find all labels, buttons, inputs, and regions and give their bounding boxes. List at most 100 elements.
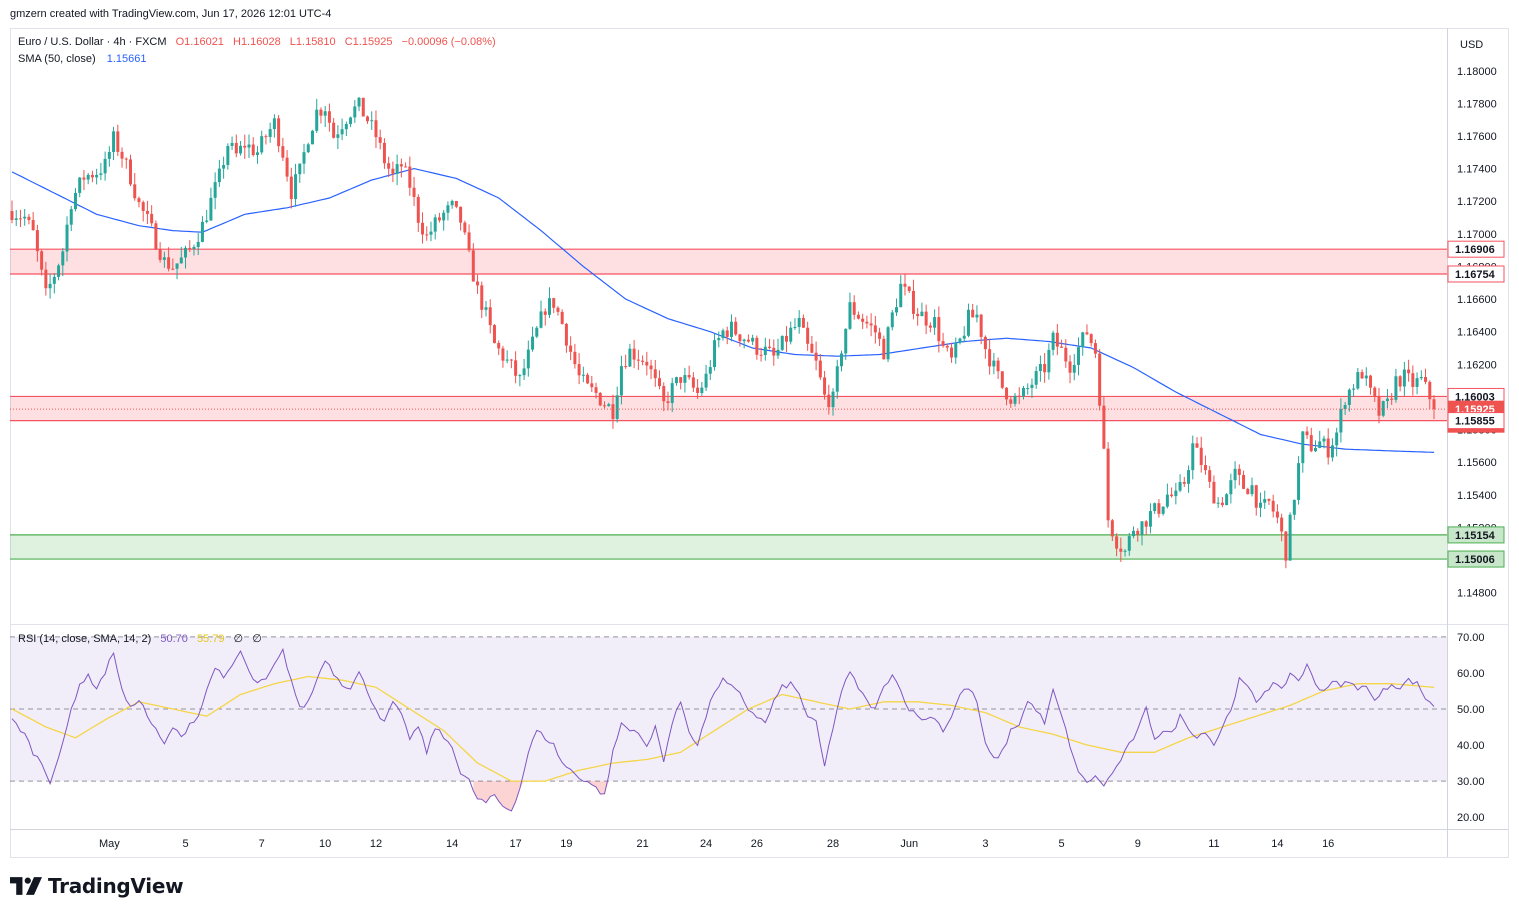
candle [497,340,501,356]
candle-body [1428,381,1432,400]
candle-body [873,325,877,333]
candle [323,106,327,128]
time-tick-label: 24 [700,838,712,850]
candle-body [154,223,158,250]
currency-label[interactable]: USD [1460,39,1483,51]
candle-body [1157,503,1161,514]
price-tick-label: 1.17000 [1457,229,1497,241]
time-axis[interactable]: May 5 7 10 12 14 17 19 21 24 26 28 Jun 3 5 9 11 14 16 [99,838,1334,850]
legend-close: C1.15925 [345,36,393,48]
candle-body [1301,431,1305,464]
candle-body [217,168,221,183]
candle-body [509,359,513,361]
candle [560,309,564,325]
candle-body [1161,506,1165,514]
candle [1030,378,1034,398]
candle-body [996,360,1000,372]
candle [666,391,670,411]
price-label-green: 1.15154 [1447,526,1505,544]
price-label-box [1447,412,1505,430]
candle-body [1424,376,1428,382]
candle-body [442,212,446,221]
candle [1364,367,1368,386]
candle [1428,380,1432,409]
candle [569,336,573,361]
candle-body [920,311,924,317]
price-label-box [1447,526,1505,544]
candle-body [577,364,581,376]
candle [82,170,86,191]
candle-body [869,323,873,326]
candle-body [1402,369,1406,387]
candle [603,401,606,409]
candle-body [1178,482,1182,491]
candle [704,364,708,392]
candle [450,199,454,209]
candle-body [856,314,860,319]
candle [780,335,784,352]
candle [192,244,196,256]
candle-body [962,335,966,339]
candle [928,322,932,333]
candle [1347,388,1351,412]
zone-pivot [10,396,1447,421]
candle-body [780,335,784,350]
candle [1013,393,1017,407]
candle [1060,339,1064,348]
candle-body [129,159,132,185]
candle [653,360,657,387]
candle-body [615,395,619,419]
candle [1267,498,1271,505]
candle-body [14,218,18,220]
candle-body [911,290,915,314]
candle [1203,455,1207,475]
candle-body [844,328,848,354]
candle-body [895,307,899,313]
candle-body [78,177,82,193]
candle [873,315,877,344]
candle [1377,387,1381,424]
candle [645,351,649,376]
candle-body [1220,502,1224,506]
candle [103,151,107,181]
candle [1373,386,1377,402]
price-tick-label: 1.17600 [1457,131,1497,143]
candle [188,240,192,253]
candle [421,212,425,244]
candle [789,321,793,345]
candle-body [1170,494,1174,497]
candle [255,145,259,164]
candle-body [658,378,662,387]
candle-body [65,224,69,252]
candle-body [268,129,272,137]
candle-body [1343,404,1347,410]
candle-body [251,144,255,155]
candle [941,332,945,348]
candle-body [1195,443,1199,448]
candle-body [1089,334,1093,344]
candle-body [501,348,505,361]
candle-body [137,198,141,203]
candle [1318,430,1322,449]
candle-body [751,337,755,342]
candle-body [1364,375,1368,379]
candle-body [903,283,907,287]
candle-body [1123,550,1127,552]
candle [230,136,234,150]
price-label-text: 1.15855 [1455,416,1495,428]
price-axis[interactable]: 1.18000 1.17800 1.17600 1.17400 1.17200 1.170… [1457,66,1497,600]
candle-body [133,184,137,199]
candle [251,137,255,157]
candle [975,305,979,323]
candle [1381,400,1385,418]
candle-body [1360,372,1364,379]
candle-body [361,97,365,117]
candle-body [454,200,458,207]
candle [247,134,251,159]
candle-body [446,205,450,213]
candle-body [90,174,94,178]
rsi-axis[interactable]: 70.00 60.00 50.00 40.00 30.00 20.00 [1457,632,1485,824]
tradingview-logo[interactable]: TradingView [10,874,184,898]
candle-body [260,136,264,153]
